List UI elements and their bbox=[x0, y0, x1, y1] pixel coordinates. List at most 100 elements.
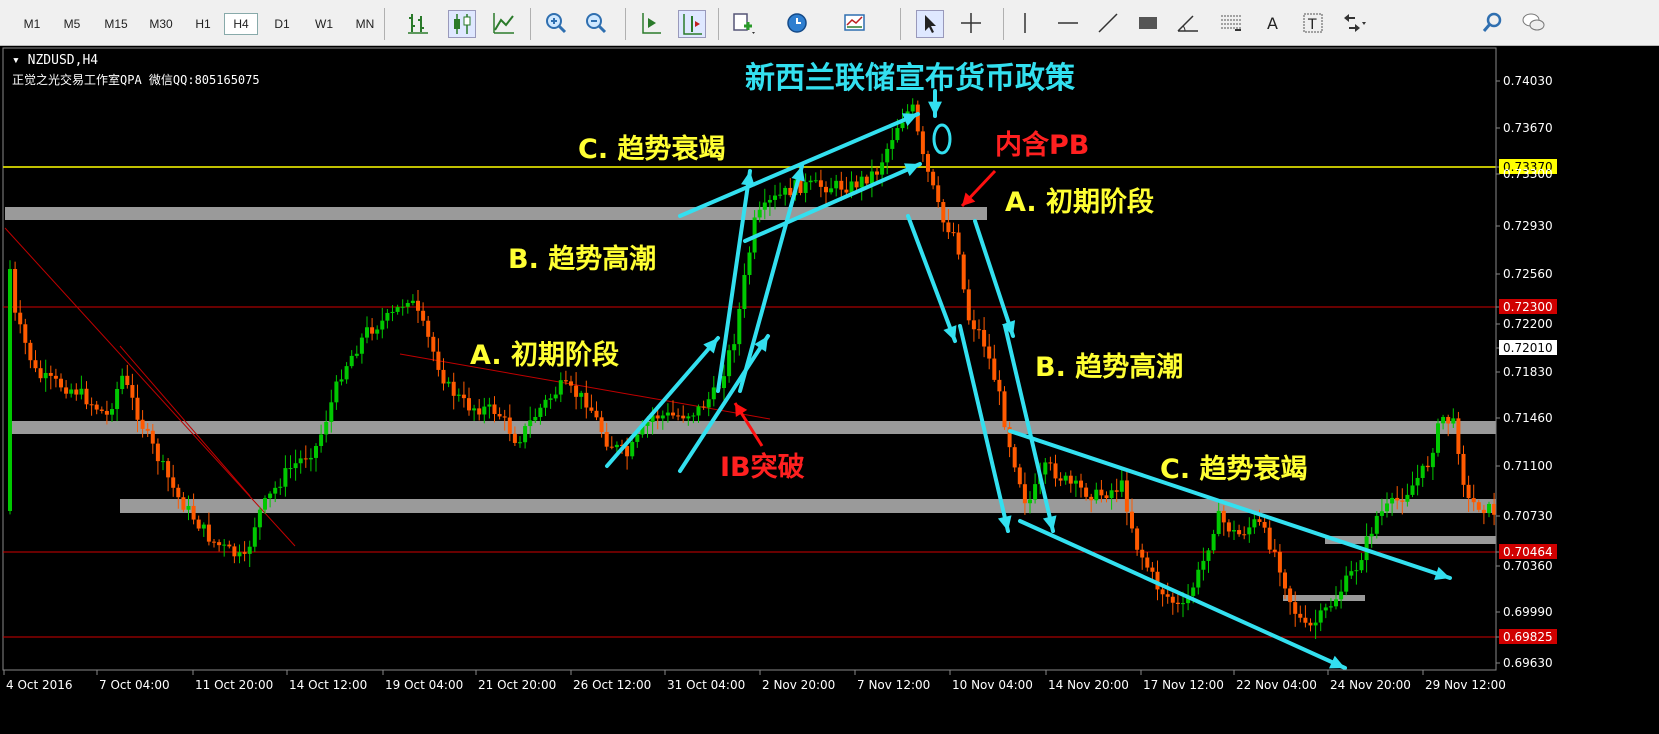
fibonacci-icon[interactable] bbox=[1218, 10, 1244, 36]
price-label: 0.69825 bbox=[1503, 630, 1553, 644]
grey-zone-small-bottom bbox=[1283, 595, 1365, 601]
candle-body bbox=[757, 209, 762, 218]
arrow-right-b2-head bbox=[1042, 515, 1057, 531]
candle-body bbox=[145, 428, 150, 431]
vertical-line-icon[interactable] bbox=[1012, 10, 1038, 36]
horizontal-line-icon[interactable] bbox=[1055, 10, 1081, 36]
grey-zone-middle bbox=[12, 421, 1496, 434]
price-label: 0.71100 bbox=[1503, 459, 1553, 473]
candle-body bbox=[186, 505, 191, 510]
candle-body bbox=[370, 327, 375, 334]
right-c-annotation: C. 趋势衰竭 bbox=[1160, 453, 1307, 485]
candle-body bbox=[1079, 480, 1083, 488]
candle-body bbox=[1140, 549, 1145, 558]
arrows-icon[interactable] bbox=[1340, 10, 1366, 36]
watermark-text: 正觉之光交易工作室QPA 微信QQ:805165075 bbox=[12, 73, 260, 87]
candle-body bbox=[941, 202, 946, 223]
candle-body bbox=[487, 404, 492, 407]
candle-body bbox=[477, 408, 482, 415]
templates-icon[interactable] bbox=[842, 10, 868, 36]
price-chart[interactable]: 新西兰联储宣布货币政策 C. 趋势衰竭 B. 趋势高潮 A. 初期阶段 IB突破 内含PB… bbox=[0, 46, 1659, 730]
candle-body bbox=[681, 415, 686, 419]
timeframe-m1-button[interactable]: M1 bbox=[23, 17, 41, 31]
candle-body bbox=[1262, 521, 1267, 528]
candle-body bbox=[818, 180, 823, 187]
candle-body bbox=[671, 412, 675, 416]
candle-body bbox=[1283, 572, 1287, 589]
candle-body bbox=[303, 458, 308, 460]
arrow-left-c2 bbox=[743, 162, 922, 243]
candle-body bbox=[99, 409, 104, 411]
trendline-icon[interactable] bbox=[1095, 10, 1121, 36]
chart-window[interactable]: 新西兰联储宣布货币政策 C. 趋势衰竭 B. 趋势高潮 A. 初期阶段 IB突破 内含PB… bbox=[0, 46, 1659, 730]
line-chart-icon[interactable] bbox=[491, 10, 517, 36]
crosshair-icon[interactable] bbox=[958, 10, 984, 36]
timeframe-h1-button[interactable]: H1 bbox=[195, 17, 211, 31]
search-icon[interactable] bbox=[1480, 10, 1506, 36]
candle-body bbox=[1170, 596, 1175, 603]
price-label-bg bbox=[1499, 159, 1557, 174]
chart-shift-icon[interactable] bbox=[678, 10, 706, 38]
autoscroll-icon[interactable] bbox=[638, 10, 664, 36]
candle-body bbox=[155, 443, 160, 462]
time-label: 2 Nov 20:00 bbox=[762, 678, 835, 692]
candle-body bbox=[227, 544, 232, 547]
zoom-in-icon[interactable] bbox=[543, 10, 569, 36]
candle-body bbox=[206, 524, 211, 542]
price-label: 0.72930 bbox=[1503, 219, 1553, 233]
candle-body bbox=[864, 176, 869, 184]
candle-body bbox=[584, 392, 589, 408]
candlestick-icon[interactable] bbox=[448, 10, 476, 38]
candle-body bbox=[217, 542, 222, 546]
timeframe-w1-button[interactable]: W1 bbox=[315, 17, 333, 31]
candle-body bbox=[645, 421, 650, 426]
candle-body bbox=[1339, 591, 1344, 600]
candle-body bbox=[977, 329, 981, 331]
candle-body bbox=[620, 444, 624, 447]
right-a-annotation: A. 初期阶段 bbox=[1005, 187, 1154, 218]
candle-body bbox=[1109, 490, 1114, 499]
candle-body bbox=[507, 417, 512, 434]
candle-body bbox=[813, 180, 818, 182]
text-label-icon[interactable]: T bbox=[1300, 10, 1326, 36]
candle-body bbox=[1466, 484, 1471, 499]
candle-body bbox=[742, 274, 747, 309]
new-order-icon[interactable] bbox=[730, 10, 756, 36]
time-label: 24 Nov 20:00 bbox=[1330, 678, 1411, 692]
candle-body bbox=[1288, 588, 1293, 603]
bar-chart-icon[interactable] bbox=[405, 10, 431, 36]
rectangle-icon[interactable] bbox=[1135, 10, 1161, 36]
arrow-right-a2 bbox=[973, 219, 1015, 338]
candle-body bbox=[737, 308, 742, 345]
candle-body bbox=[1430, 452, 1435, 468]
timeframe-m15-button[interactable]: M15 bbox=[104, 17, 128, 31]
candle-body bbox=[1007, 427, 1012, 448]
candle-body bbox=[385, 312, 390, 321]
candle-body bbox=[676, 415, 681, 417]
timeframe-d1-button[interactable]: D1 bbox=[274, 17, 290, 31]
candle-body bbox=[161, 461, 165, 463]
timeframe-mn-button[interactable]: MN bbox=[355, 17, 375, 31]
timeframe-h4-button[interactable]: H4 bbox=[224, 13, 258, 35]
candle-body bbox=[257, 509, 262, 528]
candle-body bbox=[1130, 511, 1134, 529]
text-icon[interactable]: A bbox=[1260, 10, 1286, 36]
timeframe-m5-button[interactable]: M5 bbox=[63, 17, 81, 31]
clock-icon[interactable] bbox=[785, 10, 811, 36]
timeframe-m30-button[interactable]: M30 bbox=[149, 17, 173, 31]
left-c-annotation: C. 趋势衰竭 bbox=[578, 133, 725, 165]
candle-body bbox=[1028, 499, 1032, 504]
zoom-out-icon[interactable] bbox=[583, 10, 609, 36]
grey-zone-lower bbox=[120, 499, 1496, 513]
candle-body bbox=[324, 421, 329, 435]
candle-body bbox=[125, 375, 130, 386]
chat-icon[interactable] bbox=[1520, 10, 1546, 36]
candle-body bbox=[263, 498, 267, 510]
candle-body bbox=[854, 181, 859, 188]
candle-body bbox=[1374, 515, 1379, 534]
candle-body bbox=[1145, 557, 1150, 568]
angle-icon[interactable] bbox=[1175, 10, 1201, 36]
cursor-icon[interactable] bbox=[916, 10, 944, 38]
candle-body bbox=[1191, 587, 1196, 596]
candle-body bbox=[1135, 528, 1140, 550]
